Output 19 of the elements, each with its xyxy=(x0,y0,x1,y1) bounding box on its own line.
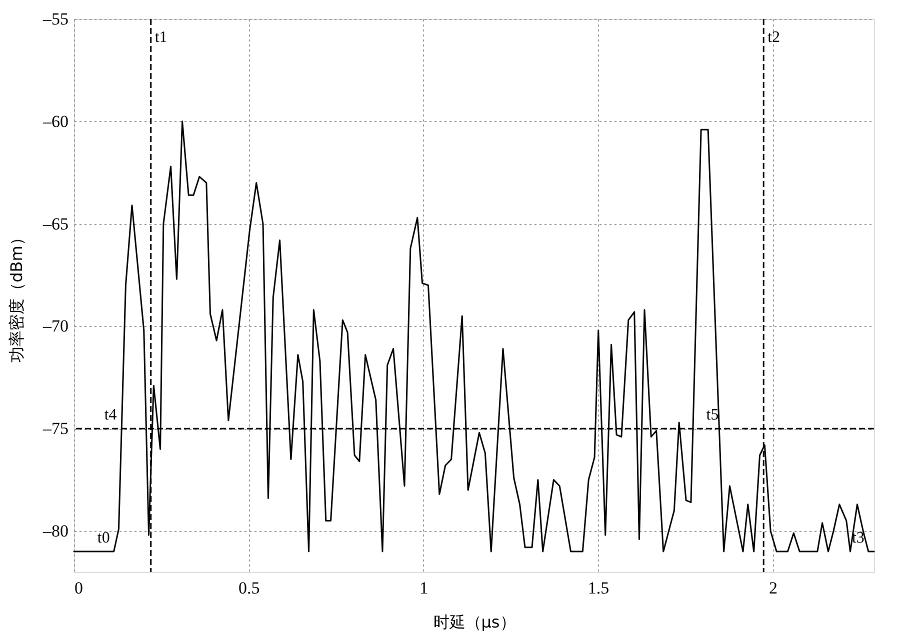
x-axis-title: 时延（μs） xyxy=(433,612,516,632)
y-tick-label: –80 xyxy=(42,522,68,541)
ref-line-label: t2 xyxy=(768,29,780,46)
annotation: t4 xyxy=(104,406,117,424)
x-tick-label: 1 xyxy=(420,578,428,598)
y-axis-title: 功率密度（dBm） xyxy=(7,230,26,362)
x-tick-label: 1.5 xyxy=(588,578,610,598)
ref-line-label: t1 xyxy=(154,29,168,46)
y-tick-label: –60 xyxy=(42,112,68,131)
y-tick-label: –75 xyxy=(42,419,68,438)
x-tick-label: 0.5 xyxy=(238,578,260,598)
x-tick-label: 2 xyxy=(768,578,778,598)
y-tick-label: –65 xyxy=(42,214,68,234)
annotation: t3 xyxy=(852,530,864,547)
y-tick-label: –70 xyxy=(42,316,68,336)
x-tick-label: 0 xyxy=(74,578,83,598)
y-tick-label: –55 xyxy=(42,10,68,28)
annotation: t5 xyxy=(706,406,719,424)
annotation: t0 xyxy=(97,530,110,547)
